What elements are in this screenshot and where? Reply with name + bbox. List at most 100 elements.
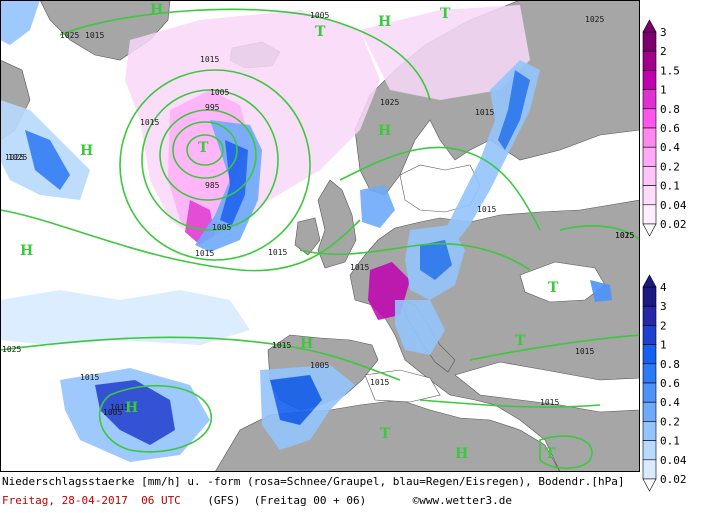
legend-label: 0.2: [660, 415, 680, 428]
high-marker: H: [20, 243, 33, 259]
legend-swatch: [642, 401, 657, 422]
legend-label: 2: [660, 319, 667, 332]
great-britain: [317, 179, 357, 269]
legend-label: 0.02: [660, 218, 687, 231]
low-marker: T: [315, 24, 326, 40]
model-run: (Freitag 00 + 06): [253, 494, 367, 507]
high-marker: H: [378, 123, 391, 139]
pressure-label: 1015: [272, 341, 291, 350]
isobar-europe2: [299, 242, 531, 271]
pressure-label: 1025: [60, 31, 79, 40]
isobar-atlantic: [0, 209, 361, 272]
high-marker: H: [455, 446, 468, 462]
pressure-label: 1025: [8, 153, 27, 162]
legend-snow: 3 2 1.5 1 0.8 0.6 0.4 0.2 0.1 0.04 0.02: [642, 19, 687, 237]
legend-swatch: [642, 185, 657, 206]
low-markers: T T T T T T T: [198, 6, 559, 462]
legend-rain: 4 3 2 1 0.8 0.6 0.4 0.2 0.1 0.04 0.02: [642, 274, 687, 492]
pressure-label: 985: [205, 181, 220, 190]
legend-label: 0.1: [660, 435, 680, 448]
isobar-east: [559, 225, 640, 241]
legend-swatch: [642, 459, 657, 480]
legend-label: 0.6: [660, 122, 680, 135]
low-marker: T: [515, 333, 526, 349]
high-marker: H: [300, 336, 313, 352]
legend-swatch: [642, 31, 657, 52]
legend-label: 0.02: [660, 473, 687, 486]
pressure-label: 1015: [475, 108, 494, 117]
pressure-label: 1015: [110, 403, 129, 412]
high-marker: H: [378, 14, 391, 30]
ireland: [294, 217, 321, 256]
pressure-label: 995: [205, 103, 220, 112]
map-border: [0, 0, 640, 472]
legend-label: 4: [660, 281, 667, 294]
low-marker: T: [548, 280, 559, 296]
low-marker: T: [545, 446, 556, 462]
map-caption: Niederschlagsstaerke [mm/h] u. -form (ro…: [2, 475, 625, 488]
high-marker: H: [150, 2, 163, 18]
pressure-label: 1005: [210, 88, 229, 97]
mediterranean-west: [364, 369, 441, 403]
legend-swatch: [642, 325, 657, 345]
legend-top-arrow: [642, 274, 657, 288]
legend-label: 0.8: [660, 103, 680, 116]
legend-bottom-arrow: [642, 478, 657, 492]
legend-swatch: [642, 89, 657, 110]
isobar-north: [59, 8, 431, 101]
pressure-label: 1015: [195, 249, 214, 258]
pressure-label: 1015: [200, 55, 219, 64]
legend-swatch: [642, 50, 657, 71]
pressure-labels: 1025 1015 1005 1015 1005 995 985 1025 10…: [2, 11, 634, 417]
legend-label: 2: [660, 45, 667, 58]
isobar-iberia: [98, 384, 213, 453]
isobar-low-ring3: [159, 109, 257, 201]
pressure-label: 1015: [370, 378, 389, 387]
legend-label: 1: [660, 84, 667, 97]
isobar-low-ring5: [119, 69, 311, 261]
legend-swatch: [642, 286, 657, 307]
legend-bottom-arrow: [642, 223, 657, 237]
mediterranean-east: [454, 361, 640, 413]
legend-swatch: [642, 305, 657, 326]
isobars: [0, 8, 640, 470]
low-marker: T: [440, 6, 451, 22]
legend-swatch: [642, 127, 657, 148]
isobar-low-ring4: [141, 89, 279, 231]
isobar-europe1: [339, 146, 541, 231]
legend-swatch: [642, 382, 657, 403]
pressure-label: 1015: [615, 231, 634, 240]
legend-label: 0.2: [660, 160, 680, 173]
pressure-label: 1025: [5, 153, 24, 162]
pressure-label: 1025: [585, 15, 604, 24]
high-marker: H: [80, 143, 93, 159]
legend-label: 0.04: [660, 199, 687, 212]
legend-swatch: [642, 108, 657, 129]
pressure-label: 1005: [310, 361, 329, 370]
pressure-label: 1015: [575, 347, 594, 356]
pressure-label: 1015: [140, 118, 159, 127]
legend-swatch: [642, 70, 657, 90]
pressure-label: 1015: [80, 373, 99, 382]
legend-swatch: [642, 363, 657, 384]
isobar-low-center: [186, 134, 224, 166]
high-markers: H H H H H H H H: [20, 2, 468, 462]
legend-label: 3: [660, 300, 667, 313]
legend-label: 0.4: [660, 141, 680, 154]
low-marker: T: [198, 140, 209, 156]
legend-label: 0.8: [660, 358, 680, 371]
pressure-label: 1015: [477, 205, 496, 214]
pressure-label: 1015: [350, 263, 369, 272]
legend-swatch: [642, 421, 657, 441]
rain-areas: [0, 0, 612, 462]
legend-swatch: [642, 146, 657, 167]
pressure-label: 1025: [615, 231, 634, 240]
credit-link[interactable]: ©www.wetter3.de: [412, 494, 512, 507]
pressure-label: 1005: [310, 11, 329, 20]
isobar-north-africa: [539, 435, 593, 470]
isobar-south1: [0, 336, 401, 381]
low-marker: T: [380, 426, 391, 442]
map-footer: Freitag, 28-04-2017 06 UTC (GFS) (Freita…: [2, 493, 512, 508]
pressure-label: 1005: [103, 408, 122, 417]
